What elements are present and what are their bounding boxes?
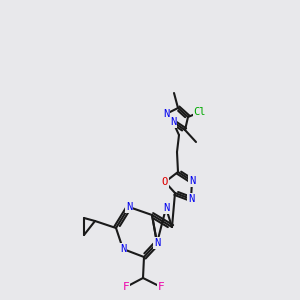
Text: N: N [188, 194, 194, 204]
Text: N: N [189, 176, 195, 186]
Text: O: O [162, 177, 168, 187]
Text: N: N [120, 244, 126, 254]
Text: N: N [154, 238, 160, 248]
Text: N: N [163, 109, 169, 119]
Text: Cl: Cl [194, 107, 206, 117]
Text: N: N [170, 117, 176, 127]
Text: F: F [123, 282, 129, 292]
Text: N: N [163, 203, 169, 213]
Text: F: F [158, 282, 164, 292]
Text: N: N [126, 202, 132, 212]
